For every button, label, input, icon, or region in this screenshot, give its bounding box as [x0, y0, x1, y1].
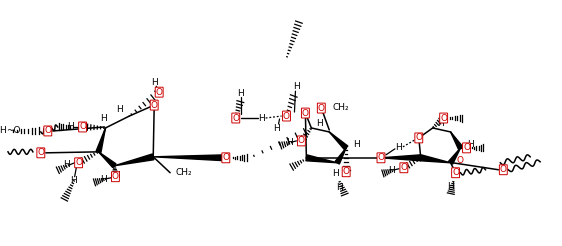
Text: O: O: [298, 136, 305, 145]
Text: O: O: [232, 113, 239, 123]
Text: O: O: [37, 148, 44, 157]
Text: H: H: [151, 78, 157, 87]
Text: H: H: [113, 171, 120, 180]
Text: ~O: ~O: [6, 126, 21, 136]
Polygon shape: [448, 148, 460, 164]
Text: H: H: [237, 89, 244, 98]
Text: O: O: [283, 111, 290, 121]
Text: O: O: [440, 113, 447, 123]
Text: H: H: [64, 160, 70, 169]
Text: H: H: [273, 124, 280, 134]
Text: H: H: [67, 123, 74, 131]
Text: O: O: [156, 88, 162, 97]
Polygon shape: [420, 155, 451, 163]
Polygon shape: [115, 154, 154, 166]
Text: H: H: [116, 105, 123, 114]
Text: O: O: [456, 156, 463, 165]
Polygon shape: [96, 128, 106, 153]
Text: O: O: [151, 101, 158, 110]
Text: O: O: [318, 104, 325, 113]
Polygon shape: [451, 132, 463, 149]
Text: O: O: [500, 165, 507, 174]
Text: O: O: [112, 172, 119, 181]
Text: H: H: [336, 183, 343, 192]
Text: O: O: [415, 133, 422, 142]
Text: H: H: [259, 113, 265, 123]
Text: H: H: [286, 138, 293, 147]
Text: O: O: [463, 143, 470, 152]
Text: H: H: [396, 143, 402, 152]
Polygon shape: [98, 152, 116, 168]
Polygon shape: [335, 148, 346, 164]
Polygon shape: [381, 155, 421, 161]
Text: O: O: [44, 126, 51, 136]
Text: H: H: [316, 119, 323, 127]
Text: O: O: [302, 108, 309, 118]
Text: H: H: [437, 119, 444, 127]
Text: O: O: [223, 153, 229, 162]
Text: O: O: [343, 167, 350, 176]
Polygon shape: [306, 155, 337, 163]
Text: O: O: [79, 123, 86, 131]
Text: O: O: [452, 168, 459, 177]
Text: H: H: [100, 175, 107, 184]
Text: H: H: [100, 113, 107, 123]
Text: CH₂: CH₂: [333, 103, 350, 112]
Text: O: O: [378, 153, 384, 162]
Text: H: H: [293, 82, 300, 91]
Text: H: H: [467, 140, 474, 149]
Text: H: H: [0, 126, 6, 136]
Text: H: H: [332, 169, 339, 178]
Polygon shape: [153, 155, 226, 161]
Text: O: O: [400, 163, 407, 172]
Text: H: H: [388, 166, 395, 175]
Polygon shape: [329, 132, 348, 150]
Text: H: H: [353, 140, 360, 149]
Text: O: O: [75, 158, 82, 167]
Text: H: H: [447, 182, 454, 191]
Text: CH₂: CH₂: [176, 168, 192, 177]
Text: H: H: [70, 176, 77, 185]
